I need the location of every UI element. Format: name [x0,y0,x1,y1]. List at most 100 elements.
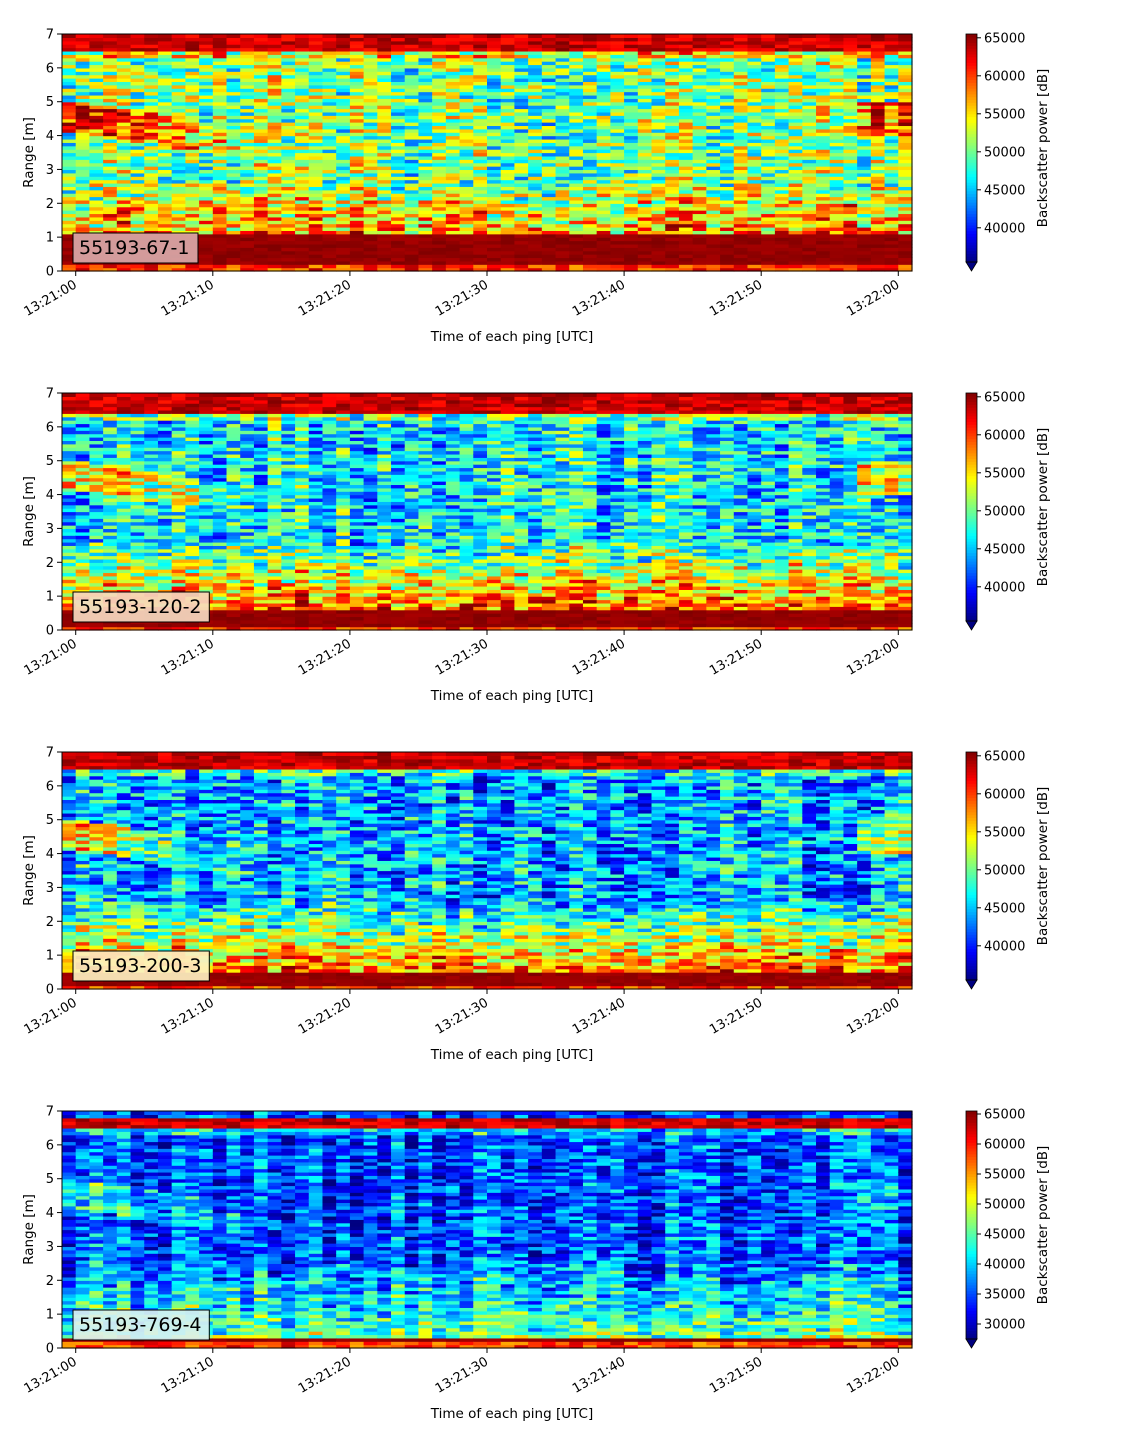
heatmap-cell [322,240,337,245]
heatmap-cell [267,166,282,171]
heatmap-cell [610,176,625,181]
heatmap-cell [89,226,104,231]
heatmap-cell [706,67,721,72]
heatmap-cell [377,105,392,110]
heatmap-cell [130,54,145,59]
heatmap-cell [75,538,91,543]
heatmap-cell [144,84,159,89]
heatmap-cell [171,108,186,113]
heatmap-cell [89,193,104,198]
heatmap-cell [89,484,104,489]
heatmap-cell [336,145,351,150]
heatmap-cell [308,40,324,45]
heatmap-cell [555,145,570,150]
heatmap-cell [487,257,502,262]
heatmap-cell [157,91,173,96]
heatmap-cell [500,74,516,79]
heatmap-cell [240,50,255,55]
heatmap-cell [199,155,214,160]
heatmap-cell [116,420,132,425]
heatmap-cell [514,193,529,198]
heatmap-cell [665,108,680,113]
heatmap-cell [473,88,488,93]
heatmap-cell [363,44,378,49]
heatmap-cell [473,240,488,245]
heatmap-cell [624,264,639,269]
heatmap-cell [144,396,159,401]
heatmap-cell [459,88,474,93]
heatmap-cell [144,189,159,194]
heatmap-cell [62,467,77,472]
heatmap-cell [62,596,77,601]
heatmap-cell [774,111,790,116]
heatmap-cell [432,47,447,52]
heatmap-cell [692,101,707,106]
heatmap-cell [144,409,159,414]
heatmap-cell [157,111,173,116]
heatmap-cell [514,260,529,265]
heatmap-cell [322,105,337,110]
heatmap-cell [103,399,118,404]
heatmap-cell [281,57,296,62]
heatmap-cell [624,132,639,137]
heatmap-cell [884,81,899,86]
heatmap-cell [226,223,241,228]
heatmap-cell [720,47,735,52]
heatmap-cell [363,233,378,238]
heatmap-cell [761,122,776,127]
heatmap-cell [253,115,269,120]
heatmap-cell [185,50,200,55]
heatmap-cell [473,230,488,235]
heatmap-cell [253,159,269,164]
heatmap-cell [487,159,502,164]
heatmap-cell [624,155,639,160]
heatmap-cell [212,98,228,103]
heatmap-cell [569,34,584,38]
heatmap-cell [199,115,214,120]
heatmap-cell [898,203,913,208]
heatmap-cell [363,203,378,208]
heatmap-cell [404,125,420,130]
heatmap-cell [582,230,598,235]
heatmap-cell [322,213,337,218]
heatmap-cell [199,260,214,265]
heatmap-cell [720,189,735,194]
heatmap-cell [802,101,817,106]
heatmap-cell [816,37,831,42]
heatmap-cell [253,132,269,137]
heatmap-cell [610,203,625,208]
heatmap-cell [116,562,132,567]
heatmap-cell [363,71,378,76]
heatmap-cell [747,34,762,38]
heatmap-cell [747,213,762,218]
heatmap-cell [843,220,858,225]
heatmap-cell [130,152,145,157]
heatmap-cell [459,57,474,62]
heatmap-cell [720,186,735,191]
heatmap-cell [89,34,104,38]
heatmap-cell [555,50,570,55]
heatmap-cell [116,196,132,201]
heatmap-cell [843,210,858,215]
heatmap-cell [528,34,543,38]
heatmap-cell [144,118,159,123]
heatmap-cell [377,196,392,201]
heatmap-cell [816,132,831,137]
heatmap-cell [651,206,666,211]
heatmap-cell [391,250,406,255]
heatmap-cell [610,226,625,231]
heatmap-cell [62,176,77,181]
heatmap-cell [144,569,159,574]
heatmap-cell [816,189,831,194]
heatmap-cell [89,67,104,72]
heatmap-cell [281,64,296,69]
heatmap-cell [418,189,433,194]
heatmap-cell [843,98,858,103]
heatmap-cell [665,81,680,86]
heatmap-cell [720,220,735,225]
heatmap-cell [240,54,255,59]
heatmap-cell [747,149,762,154]
heatmap-cell [226,61,241,66]
heatmap-cell [281,240,296,245]
heatmap-cell [308,94,324,99]
